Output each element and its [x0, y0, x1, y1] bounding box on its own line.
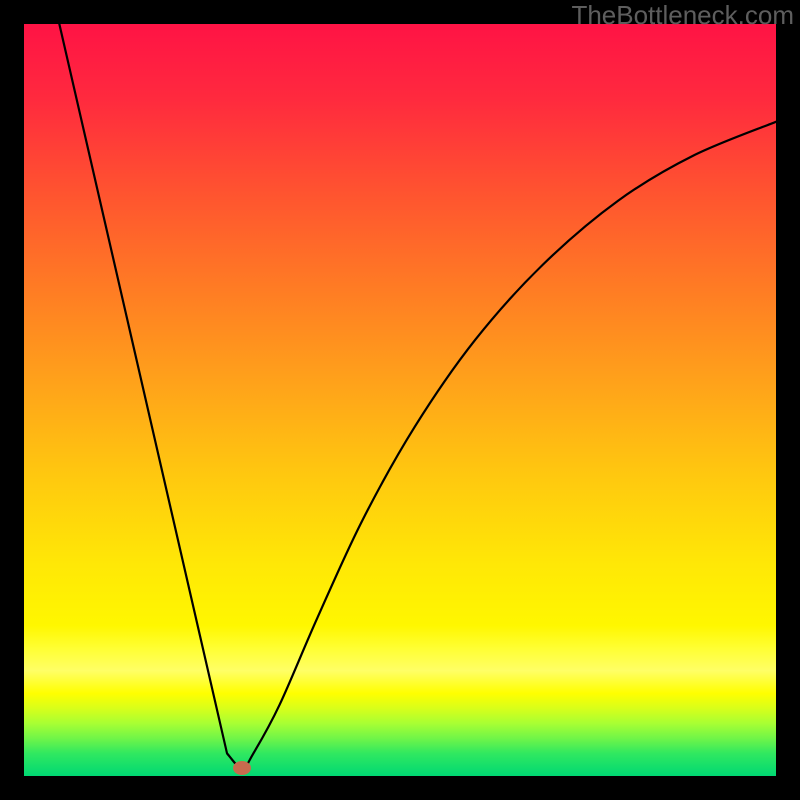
watermark: TheBottleneck.com [571, 0, 794, 31]
plot-area [24, 24, 776, 776]
bottleneck-curve [24, 24, 776, 776]
